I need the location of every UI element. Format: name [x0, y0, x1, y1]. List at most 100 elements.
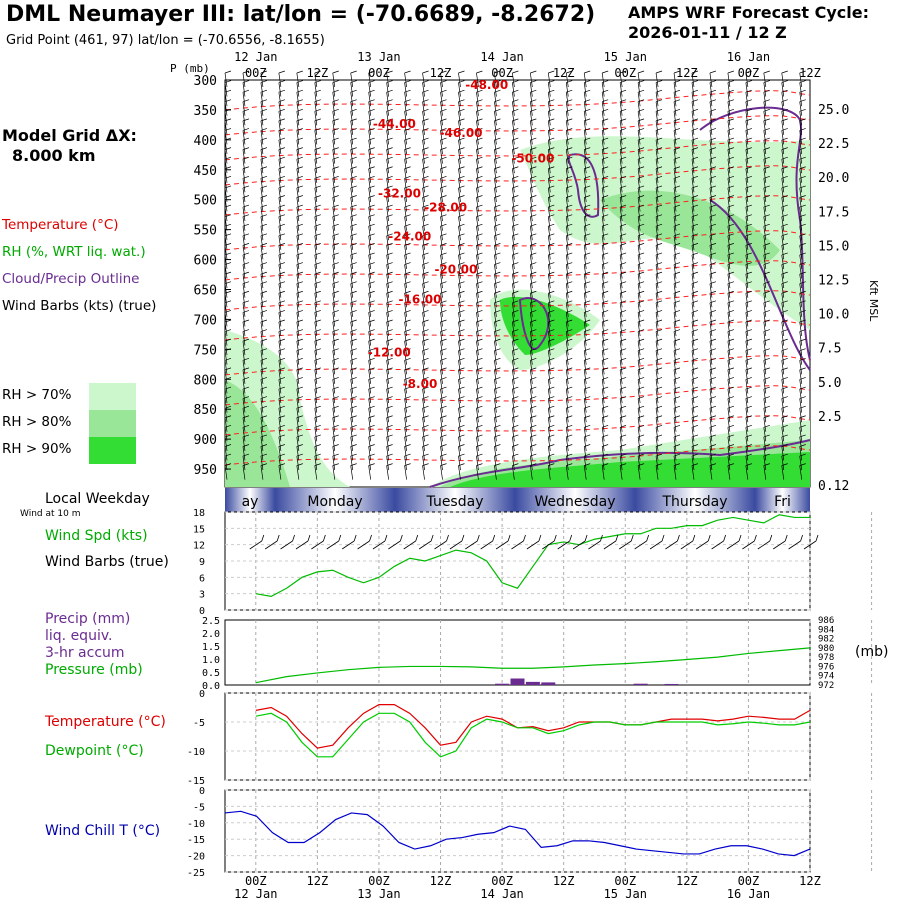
dewpoint-label: Dewpoint (°C): [45, 743, 144, 759]
wind-barb: [673, 377, 681, 394]
wind-barb: [242, 89, 250, 107]
wind-barb: [260, 137, 268, 155]
wind-barb: [799, 252, 806, 270]
wind-barb-10m: [726, 534, 742, 550]
wind-barb: [655, 367, 663, 384]
wind-barb: [619, 99, 627, 116]
wind-barb: [512, 166, 519, 183]
wind-barb: [404, 118, 411, 135]
wind-barb: [242, 243, 250, 260]
wind-barb: [242, 453, 250, 471]
cloud-outline: [567, 153, 600, 218]
wind-barb: [673, 434, 681, 451]
wind-barb: [260, 444, 268, 461]
wind-barb: [260, 463, 268, 480]
wind-barb: [296, 310, 303, 327]
wind-barb: [494, 386, 501, 404]
wind-barb: [422, 147, 429, 164]
wind-barb: [727, 434, 735, 451]
wind-barb: [350, 453, 357, 471]
wind-barb: [242, 271, 250, 289]
wind-barb: [781, 89, 788, 107]
wind-barb: [386, 223, 393, 241]
wind-barb: [404, 338, 411, 356]
wind-barb: [781, 156, 788, 174]
wind-barb: [763, 233, 770, 250]
wind-barb: [673, 118, 681, 135]
wind-barb: [278, 195, 285, 212]
wind-barb-10m: [372, 534, 388, 550]
cycle-value: 2026-01-11 / 12 Z: [628, 23, 787, 42]
wind-barb: [332, 89, 339, 107]
wind-barb: [745, 415, 752, 432]
wind-barb: [745, 99, 752, 116]
wind-barb: [673, 252, 681, 270]
pressure-line: [255, 647, 811, 684]
wind-barb: [763, 70, 770, 88]
height-tick-label: 25.0: [818, 103, 849, 118]
wind-barb: [637, 214, 645, 231]
wind-barb: [673, 128, 681, 145]
wind-barb: [386, 415, 393, 432]
wind-chill-panel-frame: [224, 789, 811, 873]
wind-barb: [673, 329, 681, 346]
wind-barb: [691, 357, 699, 375]
wind-barb: [745, 147, 752, 164]
wind-barb: [404, 137, 411, 155]
wind-barb: [565, 262, 573, 279]
wind-barb: [242, 329, 250, 346]
wind-barb: [332, 243, 339, 260]
wind-barb: [547, 281, 555, 298]
wind-barb: [547, 357, 555, 375]
wind-barb: [655, 108, 663, 126]
wind-barb: [565, 137, 573, 155]
wind-barb: [637, 195, 645, 212]
wind-barb: [494, 281, 501, 298]
wind-barb: [242, 281, 250, 298]
wind-barb: [691, 70, 699, 88]
wind-barb: [691, 434, 699, 451]
wind-barb: [332, 195, 339, 212]
wind-barb: [565, 348, 573, 365]
wind-barb: [404, 396, 411, 413]
wind-barb: [404, 357, 411, 375]
wind-barb: [763, 271, 770, 289]
wind-barb: [691, 348, 699, 365]
pressure-tick-label: 650: [194, 283, 217, 298]
precip-bar: [633, 683, 648, 685]
rh-key-swatch: [89, 437, 136, 464]
wind-barb: [296, 70, 303, 88]
wind-barb: [458, 262, 465, 279]
wind-barb: [440, 396, 447, 413]
wind-barb: [494, 300, 501, 317]
date-label-bottom: 12 Jan: [234, 887, 277, 900]
wind-barb: [458, 128, 465, 145]
wind-barb: [547, 405, 555, 423]
wind-barb: [368, 195, 375, 212]
wind-barb: [368, 118, 375, 135]
wind-barb: [296, 396, 303, 413]
time-tick-label-bottom: 00Z: [738, 874, 760, 888]
wind-barb: [350, 415, 357, 432]
wind-barb: [422, 223, 429, 241]
wind-barb: [673, 271, 681, 289]
wind-barb: [512, 396, 519, 413]
wind-barb-10m: [341, 534, 357, 550]
wind-barb: [296, 156, 303, 174]
pressure-tick-label: 400: [194, 134, 217, 149]
wind-barb: [260, 128, 268, 145]
wind-barb: [278, 243, 285, 260]
wind-barb: [278, 310, 285, 327]
wind-barb: [637, 300, 645, 317]
wind-barb: [781, 290, 788, 308]
rh-region-low-left-mid: [225, 380, 290, 487]
wind-barb: [619, 271, 627, 289]
wind-barb: [709, 290, 717, 308]
wind-barb: [314, 348, 321, 365]
wind-barb: [350, 233, 357, 250]
wind-barb: [547, 424, 555, 442]
wind-barb: [404, 262, 411, 279]
wind-barb: [386, 290, 393, 308]
wind-barb: [260, 99, 268, 116]
wind-barb: [763, 108, 770, 126]
